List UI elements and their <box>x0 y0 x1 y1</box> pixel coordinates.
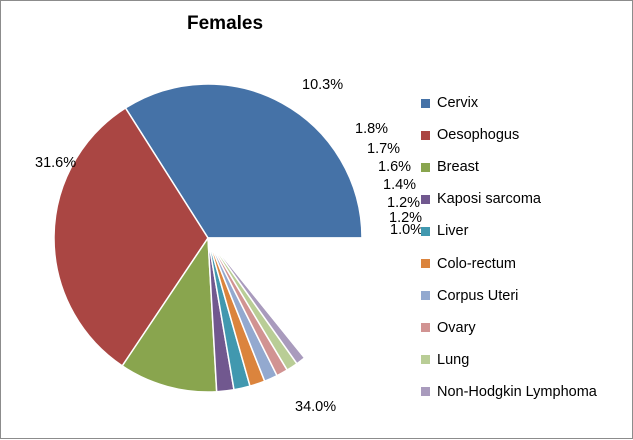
legend-label: Oesophogus <box>437 127 520 144</box>
legend-swatch <box>421 291 430 301</box>
legend-item-colo-rectum: Colo-rectum <box>421 247 597 279</box>
legend-label: Lung <box>437 351 470 368</box>
legend-swatch <box>421 130 430 140</box>
data-label-corpus-uteri: 1.4% <box>383 177 416 193</box>
legend-swatch <box>421 226 430 236</box>
legend-label: Liver <box>437 223 469 240</box>
legend-item-lung: Lung <box>421 344 597 376</box>
data-label-ovary: 1.2% <box>387 195 420 211</box>
legend-swatch <box>421 355 430 365</box>
legend-label: Breast <box>437 159 479 176</box>
chart-legend: Cervix Oesophogus Breast Kaposi sarcoma Live… <box>421 87 597 408</box>
data-label-kaposi-sarcoma: 1.8% <box>355 121 388 137</box>
legend-swatch <box>421 98 430 108</box>
legend-label: Cervix <box>437 95 479 112</box>
chart-title: Females <box>187 13 264 34</box>
pie-slice-other <box>207 237 363 359</box>
legend-swatch <box>421 259 430 269</box>
data-label-oesophogus: 31.6% <box>35 155 76 171</box>
pie-slice-breast <box>121 237 218 393</box>
legend-label: Colo-rectum <box>437 255 516 272</box>
legend-item-corpus-uteri: Corpus Uteri <box>421 280 597 312</box>
legend-label: Non-Hodgkin Lymphoma <box>437 383 597 400</box>
legend-label: Corpus Uteri <box>437 287 519 304</box>
pie-slice-oesophogus <box>53 107 209 367</box>
legend-item-ovary: Ovary <box>421 312 597 344</box>
data-label-cervix: 34.0% <box>295 399 336 415</box>
legend-swatch <box>421 323 430 333</box>
legend-item-cervix: Cervix <box>421 87 597 119</box>
data-label-liver: 1.7% <box>367 141 400 157</box>
legend-item-liver: Liver <box>421 215 597 247</box>
legend-swatch <box>421 194 430 204</box>
legend-swatch <box>421 387 430 397</box>
legend-swatch <box>421 162 430 172</box>
legend-label: Kaposi sarcoma <box>437 191 541 208</box>
pie-slice-cervix <box>124 83 363 239</box>
legend-item-kaposi-sarcoma: Kaposi sarcoma <box>421 183 597 215</box>
legend-item-oesophogus: Oesophogus <box>421 119 597 151</box>
legend-item-non-hodgkin-lymphoma: Non-Hodgkin Lymphoma <box>421 376 597 408</box>
data-label-breast: 10.3% <box>302 77 343 93</box>
data-label-colo-rectum: 1.6% <box>378 159 411 175</box>
legend-label: Ovary <box>437 319 476 336</box>
data-label-non-hodgkin-lymphoma: 1.0% <box>390 222 423 238</box>
data-label-lung: 1.2% <box>389 210 422 226</box>
legend-item-breast: Breast <box>421 151 597 183</box>
